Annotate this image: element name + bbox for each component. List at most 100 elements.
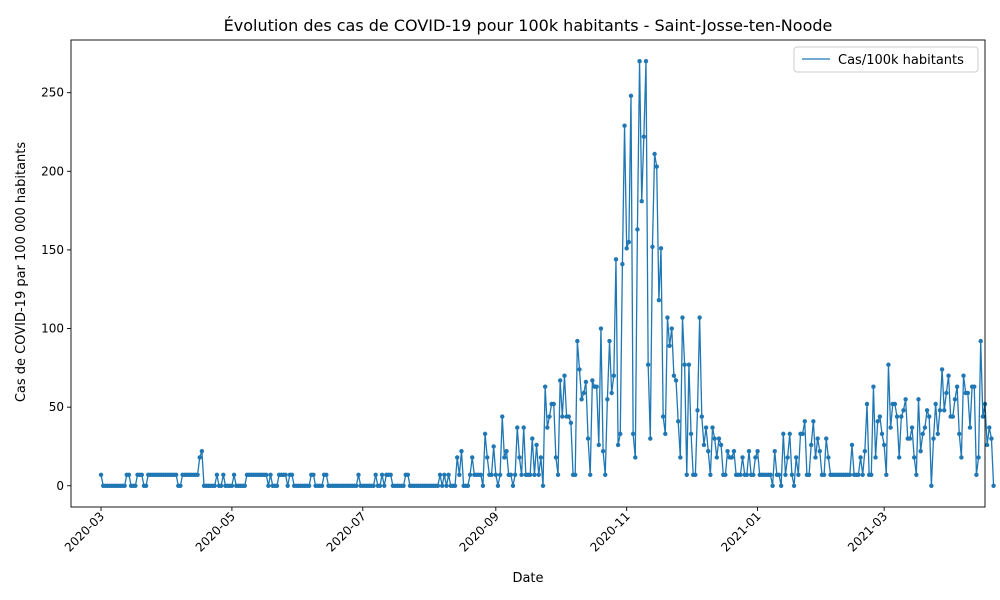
- data-point: [712, 436, 717, 441]
- data-point: [731, 448, 737, 454]
- data-point: [695, 408, 700, 413]
- y-axis-ticks: 0 50 100 150 200 250: [41, 86, 71, 493]
- data-point: [457, 472, 462, 477]
- data-point: [873, 455, 878, 460]
- data-point: [809, 442, 814, 448]
- data-point: [517, 455, 522, 460]
- data-point: [920, 431, 925, 437]
- data-point: [652, 151, 657, 157]
- data-point: [467, 472, 473, 477]
- data-point: [937, 408, 943, 413]
- data-point: [663, 431, 668, 437]
- data-point: [540, 483, 546, 488]
- data-point: [929, 483, 934, 488]
- data-point: [566, 414, 571, 419]
- data-point: [686, 362, 692, 367]
- data-point: [708, 472, 713, 477]
- data-point: [991, 483, 996, 488]
- data-point: [871, 384, 876, 389]
- data-point: [502, 455, 507, 460]
- data-point: [899, 414, 904, 419]
- data-point: [560, 414, 565, 419]
- data-point: [493, 472, 499, 477]
- data-point: [751, 472, 756, 477]
- data-point: [485, 455, 490, 460]
- data-point: [504, 448, 509, 454]
- data-point: [738, 472, 743, 477]
- series-markers: [98, 59, 996, 488]
- data-point: [266, 483, 271, 488]
- data-point: [628, 93, 634, 99]
- data-point: [888, 425, 893, 430]
- data-point: [264, 472, 269, 477]
- data-point: [901, 408, 906, 413]
- data-point: [306, 483, 312, 488]
- data-point: [772, 448, 777, 454]
- data-point: [693, 472, 698, 477]
- data-point: [793, 455, 799, 460]
- data-point: [783, 472, 788, 477]
- data-point: [877, 414, 883, 419]
- data-point: [197, 455, 202, 460]
- data-point: [864, 401, 870, 407]
- data-point: [954, 384, 960, 389]
- data-point: [538, 455, 544, 460]
- data-point: [950, 414, 956, 419]
- data-point: [678, 455, 683, 460]
- data-point: [718, 442, 724, 448]
- data-point: [470, 455, 475, 460]
- data-point: [650, 244, 655, 249]
- data-point: [821, 472, 827, 477]
- data-point: [373, 472, 378, 477]
- data-point: [620, 261, 625, 267]
- data-point: [508, 472, 514, 477]
- data-point: [379, 472, 385, 477]
- data-point: [446, 472, 451, 477]
- data-point: [862, 448, 868, 454]
- data-point: [285, 483, 290, 488]
- data-point: [459, 448, 464, 454]
- data-point: [242, 483, 247, 488]
- data-point: [701, 442, 707, 448]
- data-point: [935, 431, 940, 437]
- data-point: [643, 59, 649, 64]
- data-point: [796, 472, 801, 477]
- plot-area: [98, 59, 996, 488]
- data-point: [660, 414, 666, 419]
- data-point: [918, 448, 923, 454]
- data-point: [218, 483, 224, 488]
- data-point: [815, 436, 820, 441]
- data-point: [714, 455, 720, 460]
- data-point: [497, 472, 503, 477]
- data-point: [478, 472, 483, 477]
- data-point: [98, 472, 104, 477]
- data-point: [437, 472, 443, 477]
- data-point: [624, 246, 629, 251]
- data-point: [519, 472, 524, 477]
- data-point: [813, 455, 818, 460]
- data-point: [669, 326, 674, 331]
- data-point: [405, 472, 411, 477]
- data-point: [699, 414, 704, 419]
- data-point: [605, 397, 610, 402]
- data-point: [534, 442, 539, 448]
- data-point: [143, 483, 149, 488]
- data-point: [716, 436, 722, 441]
- data-point: [611, 373, 617, 378]
- data-point: [729, 455, 735, 460]
- data-point: [491, 444, 496, 449]
- data-point: [622, 123, 627, 128]
- data-point: [744, 472, 750, 477]
- data-point: [173, 472, 179, 477]
- data-point: [214, 472, 220, 477]
- data-point: [989, 436, 994, 441]
- data-point: [283, 472, 288, 477]
- data-point: [532, 472, 537, 477]
- data-point: [922, 425, 928, 430]
- data-point: [585, 436, 591, 441]
- data-point: [521, 425, 526, 430]
- data-point: [826, 455, 831, 460]
- data-point: [684, 472, 689, 477]
- x-axis-label: Date: [512, 571, 543, 586]
